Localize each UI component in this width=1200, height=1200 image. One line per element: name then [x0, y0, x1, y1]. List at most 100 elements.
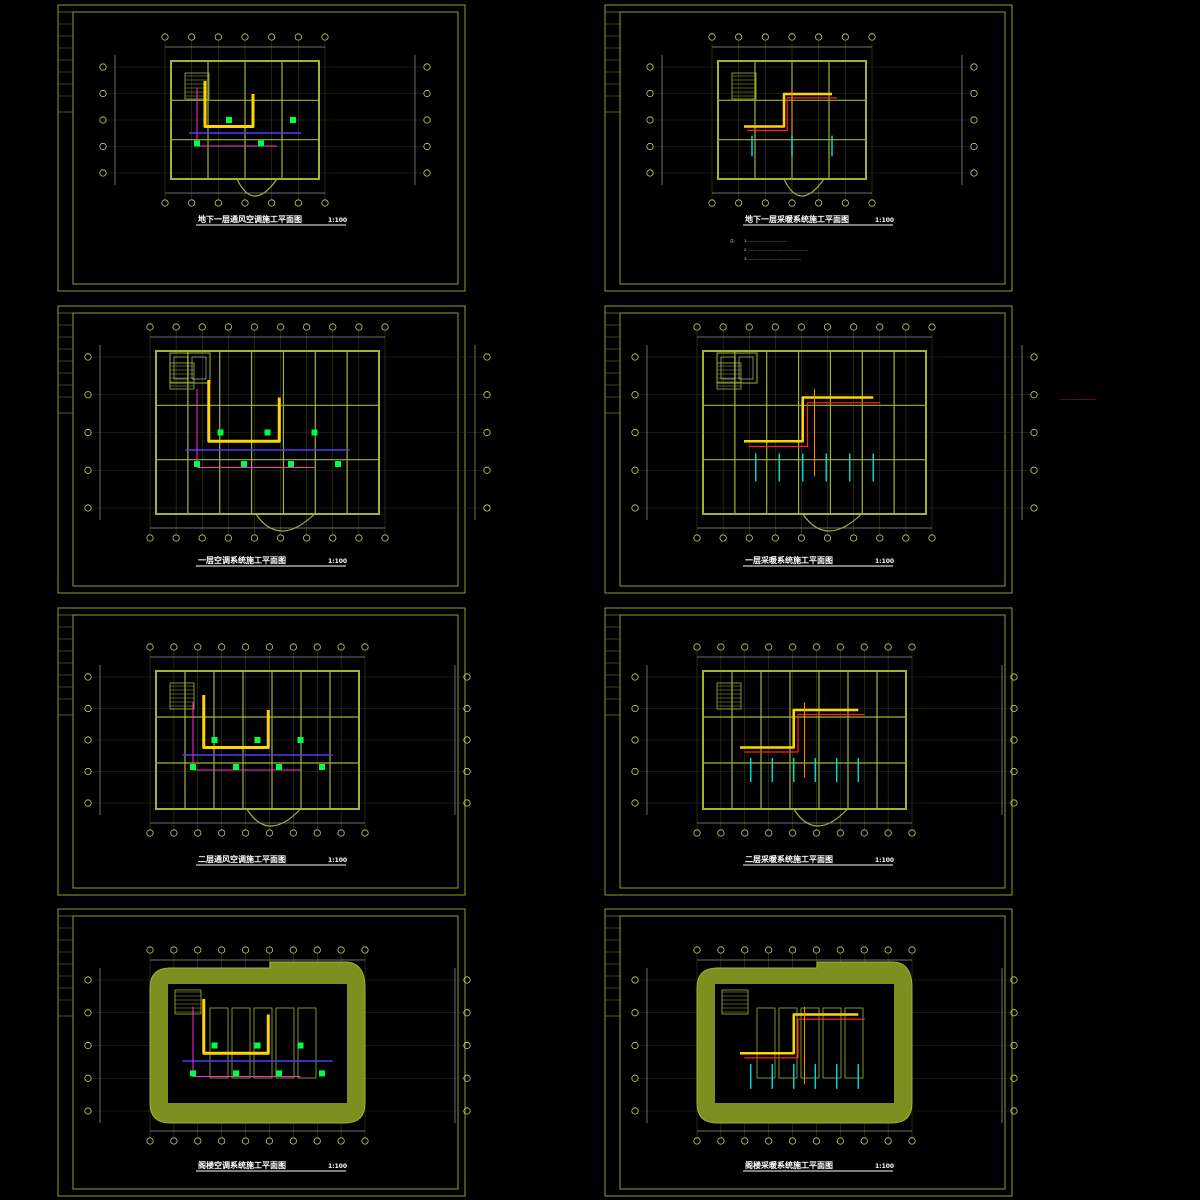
axis-bubble — [812, 1137, 821, 1145]
heating-main — [744, 396, 874, 443]
axis-bubble — [765, 946, 773, 954]
axis-bubble — [276, 323, 285, 331]
axis-bubble — [337, 1137, 345, 1145]
axis-bubble — [146, 534, 154, 542]
indoor-unit — [211, 1042, 218, 1049]
axis-bubble — [836, 829, 844, 837]
axis-bubble — [483, 504, 491, 512]
indoor-unit — [319, 1070, 325, 1077]
axis-bubble — [84, 428, 92, 437]
axis-bubble — [198, 534, 206, 542]
axis-bubble — [99, 89, 107, 98]
axis-bubble — [265, 946, 274, 954]
heating-main — [740, 1013, 859, 1055]
axis-bubble — [361, 1137, 369, 1145]
axis-bubble — [719, 534, 727, 542]
axis-bubble — [631, 976, 639, 984]
axis-bubble — [717, 643, 725, 651]
axis-bubble — [250, 323, 259, 331]
note-item: 2. …………………………………………… — [744, 248, 808, 252]
axis-bubble — [172, 534, 180, 542]
axis-bubble — [868, 33, 876, 41]
refrigerant-pipe — [196, 388, 315, 468]
supply-pipe — [744, 713, 865, 753]
axis-bubble — [765, 643, 773, 651]
axis-bubble — [741, 643, 749, 651]
exterior-wall — [155, 350, 380, 515]
axis-bubble — [483, 428, 491, 437]
title-block — [604, 11, 621, 113]
axis-bubble — [329, 534, 337, 542]
axis-bubble — [241, 33, 249, 41]
axis-bubble — [289, 643, 297, 651]
indoor-unit — [241, 461, 247, 467]
axis-bubble — [708, 199, 716, 207]
axis-bubble — [361, 829, 369, 837]
sheet-roof-heat: 阁楼采暖系统施工平面图 1:100 — [604, 908, 1018, 1197]
axis-bubble — [321, 33, 329, 41]
axis-bubble — [884, 643, 892, 651]
axis-bubble — [84, 704, 92, 713]
axis-bubble — [289, 829, 297, 837]
sheet-inner-border — [619, 312, 1006, 587]
axis-bubble — [423, 89, 431, 98]
axis-bubble — [170, 643, 178, 651]
axis-bubble — [381, 323, 389, 331]
axis-bubble — [463, 1074, 471, 1082]
axis-bubble — [631, 1009, 639, 1017]
axis-bubble — [161, 33, 169, 41]
axis-bubble — [268, 199, 276, 207]
indoor-unit — [254, 737, 261, 743]
supply-duct — [207, 380, 281, 443]
sheet-inner-border — [72, 915, 459, 1190]
sheet-title: 一层采暖系统施工平面图 — [745, 555, 833, 565]
sheet-inner-border — [619, 11, 1006, 285]
axis-bubble — [876, 323, 884, 331]
axis-bubble — [294, 199, 302, 207]
axis-bubble — [876, 534, 884, 542]
sheet-inner-border — [619, 915, 1006, 1190]
axis-bubble — [321, 199, 329, 207]
indoor-unit — [335, 461, 341, 467]
roof-room — [800, 1007, 820, 1079]
axis-bubble — [463, 673, 471, 681]
supply-pipe — [748, 402, 881, 448]
title-block — [57, 312, 74, 414]
axis-bubble — [329, 323, 337, 331]
sheet-scale: 1:100 — [328, 558, 347, 565]
axis-bubble — [631, 799, 639, 807]
bay-window — [246, 808, 301, 827]
note-item: 3. ……………………………………… — [744, 257, 801, 261]
axis-bubble — [84, 1074, 92, 1082]
garage — [169, 352, 211, 384]
sheet-inner-border — [619, 614, 1006, 889]
stair — [721, 989, 749, 1015]
axis-bubble — [172, 323, 180, 331]
axis-bubble — [463, 1041, 471, 1050]
axis-bubble — [99, 169, 107, 177]
axis-bubble — [646, 142, 654, 151]
axis-bubble — [84, 799, 92, 807]
axis-bubble — [788, 1137, 797, 1145]
indoor-unit — [297, 737, 304, 743]
axis-bubble — [146, 829, 154, 837]
axis-bubble — [797, 534, 806, 542]
axis-bubble — [860, 1137, 868, 1145]
title-block — [604, 614, 621, 716]
axis-bubble — [741, 829, 749, 837]
axis-bubble — [761, 199, 769, 207]
indoor-unit — [190, 764, 196, 770]
axis-bubble — [146, 643, 154, 651]
indoor-unit — [254, 1042, 261, 1049]
indoor-unit — [194, 140, 200, 147]
axis-bubble — [188, 33, 196, 41]
axis-bubble — [631, 704, 639, 713]
sheet-title: 阁楼空调系统施工平面图 — [198, 1160, 286, 1170]
axis-bubble — [631, 428, 639, 437]
bay-window — [255, 513, 315, 532]
sheet-b1-heat: 地下一层采暖系统施工平面图 1:100 — [604, 4, 1013, 292]
roof-room — [844, 1007, 864, 1079]
axis-bubble — [970, 116, 978, 124]
axis-bubble — [646, 116, 654, 124]
indoor-unit — [264, 429, 271, 436]
